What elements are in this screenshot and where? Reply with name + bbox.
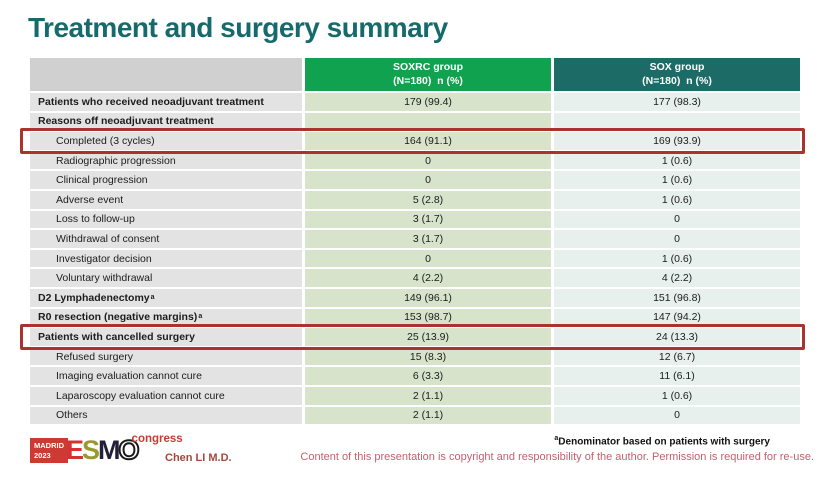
row-label: Investigator decision bbox=[30, 249, 302, 268]
madrid-2023-badge: MADRID 2023 bbox=[30, 438, 68, 463]
row-label: D2 Lymphadenectomy a bbox=[30, 288, 302, 307]
esmo-letter: S bbox=[82, 435, 100, 465]
soxrc-value: 164 (91.1) bbox=[305, 132, 551, 150]
row-label: Refused surgery bbox=[30, 347, 302, 366]
header-cell-soxrc-group: SOXRC group (N=180) n (%) bbox=[305, 58, 551, 91]
soxrc-value: 149 (96.1) bbox=[305, 288, 551, 307]
soxrc-value: 153 (98.7) bbox=[305, 308, 551, 327]
table-row: R0 resection (negative margins) a 153 (98.… bbox=[30, 308, 800, 327]
row-label: Withdrawal of consent bbox=[30, 230, 302, 248]
esmo-letter: M bbox=[98, 435, 120, 465]
soxrc-value: 0 bbox=[305, 151, 551, 170]
esmo-letter: O bbox=[118, 435, 141, 465]
congress-label: congress bbox=[131, 433, 183, 445]
soxrc-value: 3 (1.7) bbox=[305, 230, 551, 248]
soxrc-value: 2 (1.1) bbox=[305, 406, 551, 425]
sox-value: 1 (0.6) bbox=[554, 171, 800, 189]
header-cell-blank bbox=[30, 58, 302, 91]
row-label: Completed (3 cycles) bbox=[30, 132, 302, 150]
table-row: Reasons off neoadjuvant treatment bbox=[30, 112, 800, 131]
footnote-text: Denominator based on patients with surge… bbox=[558, 436, 770, 448]
sox-value: 0 bbox=[554, 230, 800, 248]
sox-value: 24 (13.3) bbox=[554, 328, 800, 346]
sox-value: 11 (6.1) bbox=[554, 367, 800, 385]
row-label: R0 resection (negative margins) a bbox=[30, 308, 302, 327]
soxrc-header-line2: (N=180) n (%) bbox=[393, 74, 463, 87]
esmo-logotype: ESMO bbox=[66, 435, 141, 465]
soxrc-value: 2 (1.1) bbox=[305, 386, 551, 405]
row-label: Others bbox=[30, 406, 302, 425]
table-row: Loss to follow-up 3 (1.7) 0 bbox=[30, 210, 800, 229]
row-label: Patients with cancelled surgery bbox=[30, 328, 302, 346]
soxrc-value: 25 (13.9) bbox=[305, 328, 551, 346]
table-row: Patients who received neoadjuvant treatm… bbox=[30, 93, 800, 111]
copyright-disclaimer: Content of this presentation is copyrigh… bbox=[300, 451, 814, 463]
table-row: Investigator decision 0 1 (0.6) bbox=[30, 249, 800, 268]
table-row: Patients with cancelled surgery 25 (13.9)… bbox=[20, 324, 805, 350]
soxrc-value: 0 bbox=[305, 249, 551, 268]
table-row: Withdrawal of consent 3 (1.7) 0 bbox=[30, 230, 800, 248]
soxrc-value: 3 (1.7) bbox=[305, 210, 551, 229]
sox-value: 1 (0.6) bbox=[554, 190, 800, 209]
row-label: Patients who received neoadjuvant treatm… bbox=[30, 93, 302, 111]
presenter-name: Chen LI M.D. bbox=[165, 452, 232, 464]
soxrc-value: 0 bbox=[305, 171, 551, 189]
table-header-row: SOXRC group (N=180) n (%) SOX group (N=1… bbox=[30, 58, 800, 91]
page-title: Treatment and surgery summary bbox=[28, 12, 448, 43]
table-row: Completed (3 cycles) 164 (91.1) 169 (93.9) bbox=[20, 128, 805, 154]
sox-value: 12 (6.7) bbox=[554, 347, 800, 366]
soxrc-value: 15 (8.3) bbox=[305, 347, 551, 366]
soxrc-value: 4 (2.2) bbox=[305, 269, 551, 287]
table-row: Radiographic progression 0 1 (0.6) bbox=[30, 151, 800, 170]
sox-value: 1 (0.6) bbox=[554, 249, 800, 268]
table-row: Others 2 (1.1) 0 bbox=[30, 406, 800, 425]
sox-value: 169 (93.9) bbox=[554, 132, 800, 150]
sox-value: 0 bbox=[554, 210, 800, 229]
sox-value: 4 (2.2) bbox=[554, 269, 800, 287]
row-label: Laparoscopy evaluation cannot cure bbox=[30, 386, 302, 405]
header-cell-sox-group: SOX group (N=180) n (%) bbox=[554, 58, 800, 91]
table-row: Adverse event 5 (2.8) 1 (0.6) bbox=[30, 190, 800, 209]
sox-value: 177 (98.3) bbox=[554, 93, 800, 111]
row-label: Reasons off neoadjuvant treatment bbox=[30, 112, 302, 131]
soxrc-header-line1: SOXRC group bbox=[393, 60, 463, 73]
row-label: Imaging evaluation cannot cure bbox=[30, 367, 302, 385]
footnote-superscript: a bbox=[554, 435, 559, 442]
table-row: Laparoscopy evaluation cannot cure 2 (1.1… bbox=[30, 386, 800, 405]
sox-value: 151 (96.8) bbox=[554, 288, 800, 307]
table-row: Imaging evaluation cannot cure 6 (3.3) 11 … bbox=[30, 367, 800, 385]
sox-value bbox=[554, 112, 800, 131]
soxrc-value: 6 (3.3) bbox=[305, 367, 551, 385]
table-row: Voluntary withdrawal 4 (2.2) 4 (2.2) bbox=[30, 269, 800, 287]
row-label: Radiographic progression bbox=[30, 151, 302, 170]
soxrc-value bbox=[305, 112, 551, 131]
row-label: Loss to follow-up bbox=[30, 210, 302, 229]
sox-header-line2: (N=180) n (%) bbox=[642, 74, 712, 87]
sox-header-line1: SOX group bbox=[649, 60, 705, 73]
treatment-surgery-table: SOXRC group (N=180) n (%) SOX group (N=1… bbox=[20, 58, 805, 425]
soxrc-value: 5 (2.8) bbox=[305, 190, 551, 209]
row-label: Adverse event bbox=[30, 190, 302, 209]
madrid-label: MADRID bbox=[34, 441, 64, 451]
esmo-letter: E bbox=[66, 435, 84, 465]
table-row: D2 Lymphadenectomy a 149 (96.1) 151 (96.8) bbox=[30, 288, 800, 307]
sox-value: 0 bbox=[554, 406, 800, 425]
table-row: Clinical progression 0 1 (0.6) bbox=[30, 171, 800, 189]
table-row: Refused surgery 15 (8.3) 12 (6.7) bbox=[30, 347, 800, 366]
denominator-footnote: aDenominator based on patients with surg… bbox=[554, 435, 770, 447]
soxrc-value: 179 (99.4) bbox=[305, 93, 551, 111]
sox-value: 1 (0.6) bbox=[554, 151, 800, 170]
esmo-congress-logo: MADRID 2023 ESMO congress bbox=[30, 433, 183, 465]
sox-value: 147 (94.2) bbox=[554, 308, 800, 327]
table-body: Patients who received neoadjuvant treatm… bbox=[20, 93, 805, 425]
row-label: Clinical progression bbox=[30, 171, 302, 189]
row-label: Voluntary withdrawal bbox=[30, 269, 302, 287]
sox-value: 1 (0.6) bbox=[554, 386, 800, 405]
year-label: 2023 bbox=[34, 450, 51, 460]
